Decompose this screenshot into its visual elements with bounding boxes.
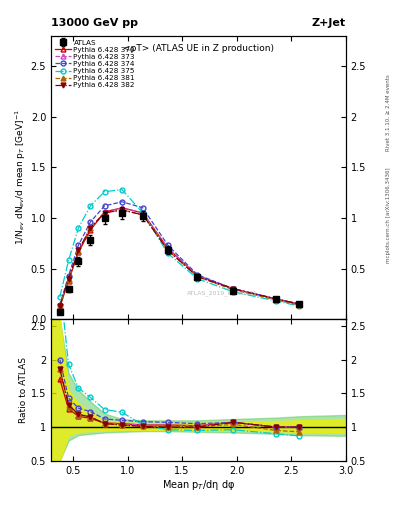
Pythia 6.428 381 — [57, 303, 62, 309]
Pythia 6.428 382 — [231, 286, 236, 292]
Pythia 6.428 370 — [274, 296, 278, 302]
Pythia 6.428 370 — [195, 272, 200, 279]
Pythia 6.428 370 — [66, 278, 71, 284]
Pythia 6.428 382 — [120, 207, 125, 213]
Line: Pythia 6.428 374: Pythia 6.428 374 — [57, 199, 301, 307]
Pythia 6.428 382 — [297, 301, 301, 307]
Pythia 6.428 381 — [88, 225, 93, 231]
Pythia 6.428 370 — [231, 286, 236, 292]
Text: <pT> (ATLAS UE in Z production): <pT> (ATLAS UE in Z production) — [123, 45, 274, 53]
Pythia 6.428 375 — [140, 210, 145, 216]
Pythia 6.428 375 — [274, 298, 278, 304]
Pythia 6.428 373 — [88, 225, 93, 231]
Pythia 6.428 381 — [231, 287, 236, 293]
Pythia 6.428 381 — [274, 297, 278, 303]
Pythia 6.428 374 — [195, 271, 200, 278]
Pythia 6.428 374 — [274, 296, 278, 302]
Pythia 6.428 370 — [140, 210, 145, 216]
Pythia 6.428 373 — [66, 275, 71, 282]
Pythia 6.428 381 — [102, 210, 107, 216]
Pythia 6.428 375 — [195, 275, 200, 282]
Pythia 6.428 375 — [102, 188, 107, 195]
Pythia 6.428 375 — [88, 203, 93, 209]
Pythia 6.428 382 — [76, 247, 81, 253]
Pythia 6.428 370 — [120, 205, 125, 211]
Pythia 6.428 381 — [76, 248, 81, 254]
Pythia 6.428 373 — [165, 245, 170, 251]
Pythia 6.428 381 — [297, 302, 301, 308]
Pythia 6.428 375 — [231, 289, 236, 295]
Pythia 6.428 381 — [140, 212, 145, 218]
Pythia 6.428 374 — [102, 203, 107, 209]
Y-axis label: 1/N$_{ev}$ dN$_{ev}$/d mean p$_{T}$ [GeV]$^{-1}$: 1/N$_{ev}$ dN$_{ev}$/d mean p$_{T}$ [GeV… — [13, 110, 28, 245]
Pythia 6.428 382 — [195, 273, 200, 280]
Pythia 6.428 373 — [140, 210, 145, 216]
Pythia 6.428 381 — [120, 207, 125, 213]
Pythia 6.428 375 — [165, 250, 170, 257]
Text: Rivet 3.1.10, ≥ 2.4M events: Rivet 3.1.10, ≥ 2.4M events — [386, 74, 391, 151]
Pythia 6.428 381 — [66, 276, 71, 283]
Pythia 6.428 375 — [76, 225, 81, 231]
Pythia 6.428 373 — [231, 286, 236, 292]
Pythia 6.428 382 — [102, 210, 107, 216]
Pythia 6.428 373 — [297, 301, 301, 307]
Pythia 6.428 374 — [88, 219, 93, 225]
Pythia 6.428 370 — [165, 245, 170, 251]
Pythia 6.428 370 — [102, 209, 107, 215]
Pythia 6.428 373 — [274, 296, 278, 302]
Pythia 6.428 382 — [140, 212, 145, 218]
Line: Pythia 6.428 373: Pythia 6.428 373 — [57, 205, 301, 308]
Pythia 6.428 373 — [57, 303, 62, 309]
Pythia 6.428 370 — [297, 301, 301, 307]
Pythia 6.428 374 — [140, 205, 145, 211]
Pythia 6.428 382 — [66, 275, 71, 282]
Pythia 6.428 373 — [120, 205, 125, 211]
Legend: ATLAS, Pythia 6.428 370, Pythia 6.428 373, Pythia 6.428 374, Pythia 6.428 375, P: ATLAS, Pythia 6.428 370, Pythia 6.428 37… — [53, 38, 136, 90]
Pythia 6.428 382 — [88, 225, 93, 231]
Pythia 6.428 381 — [195, 273, 200, 280]
Line: Pythia 6.428 382: Pythia 6.428 382 — [57, 207, 301, 308]
Pythia 6.428 374 — [231, 286, 236, 292]
Text: Z+Jet: Z+Jet — [312, 18, 346, 28]
Pythia 6.428 375 — [120, 186, 125, 193]
Pythia 6.428 370 — [88, 227, 93, 233]
Pythia 6.428 374 — [120, 199, 125, 205]
Line: Pythia 6.428 370: Pythia 6.428 370 — [57, 205, 301, 309]
Pythia 6.428 373 — [102, 209, 107, 215]
Pythia 6.428 373 — [76, 248, 81, 254]
Pythia 6.428 374 — [57, 302, 62, 308]
Pythia 6.428 382 — [274, 296, 278, 302]
Pythia 6.428 374 — [165, 242, 170, 248]
Text: mcplots.cern.ch [arXiv:1306.3436]: mcplots.cern.ch [arXiv:1306.3436] — [386, 167, 391, 263]
Text: ATLAS_2019_I1736531: ATLAS_2019_I1736531 — [187, 291, 257, 296]
Line: Pythia 6.428 381: Pythia 6.428 381 — [57, 207, 301, 308]
Pythia 6.428 373 — [195, 272, 200, 279]
Pythia 6.428 375 — [66, 258, 71, 264]
Pythia 6.428 382 — [57, 303, 62, 309]
Line: Pythia 6.428 375: Pythia 6.428 375 — [57, 187, 301, 308]
Pythia 6.428 370 — [76, 249, 81, 255]
X-axis label: Mean p$_{T}$/dη dφ: Mean p$_{T}$/dη dφ — [162, 478, 235, 493]
Pythia 6.428 374 — [66, 272, 71, 279]
Pythia 6.428 375 — [57, 294, 62, 300]
Text: 13000 GeV pp: 13000 GeV pp — [51, 18, 138, 28]
Y-axis label: Ratio to ATLAS: Ratio to ATLAS — [19, 357, 28, 423]
Pythia 6.428 370 — [57, 304, 62, 310]
Pythia 6.428 375 — [297, 303, 301, 309]
Pythia 6.428 374 — [76, 242, 81, 248]
Pythia 6.428 381 — [165, 247, 170, 253]
Pythia 6.428 382 — [165, 247, 170, 253]
Pythia 6.428 374 — [297, 301, 301, 307]
